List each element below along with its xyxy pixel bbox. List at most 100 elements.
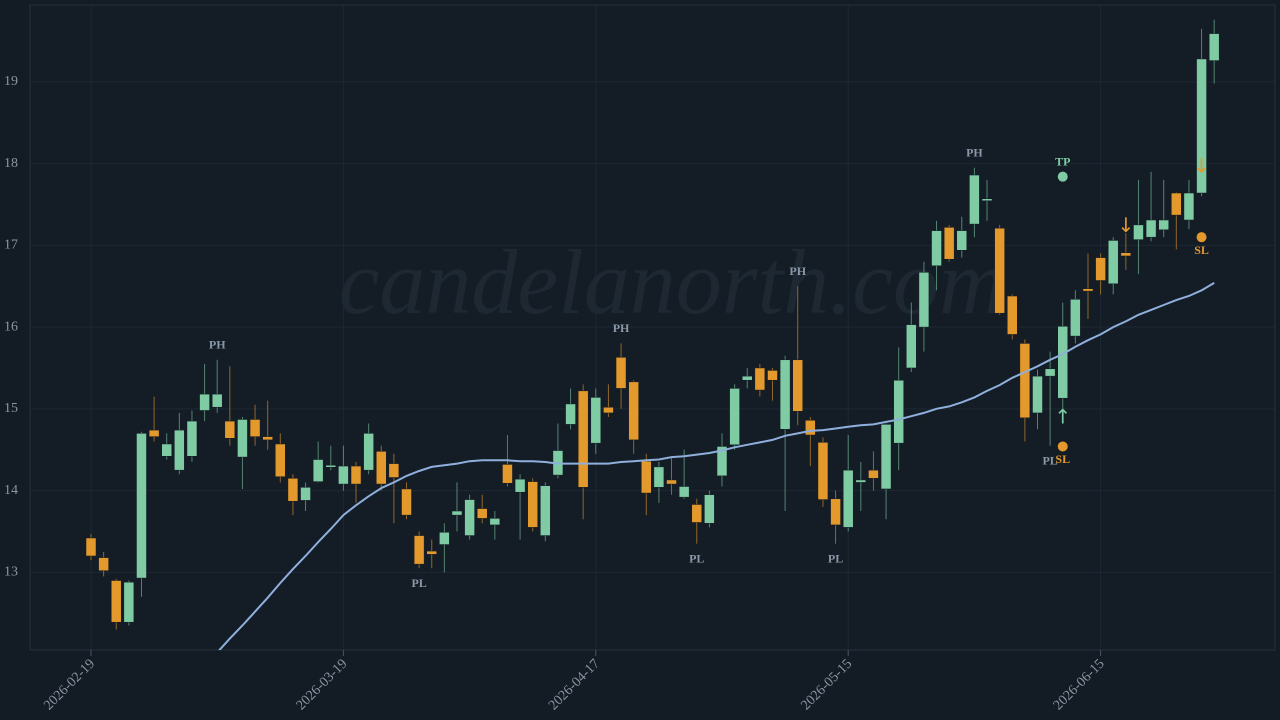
candle-body [1032,375,1043,414]
x-tick-label: 2026-05-15 [799,656,856,713]
candle-body [98,557,109,571]
candle-body [350,465,362,485]
candle-body [123,581,135,623]
moving-average [218,282,1215,650]
level-marker [1196,232,1207,243]
candle-body [502,464,513,484]
pivot-label: PL [689,551,704,565]
candle-body [401,488,412,516]
candle-body [1120,252,1132,257]
candle-body [464,499,475,536]
candle-body [969,174,980,225]
candle-body [439,532,450,545]
y-tick-label: 15 [4,401,18,416]
candle-body [956,230,968,251]
y-tick-label: 18 [4,156,18,171]
candle-body [741,375,753,381]
candle-body [275,443,286,477]
candle-body [1019,343,1031,419]
candle-body [855,479,867,483]
signal-arrow: ↓ [1193,154,1210,178]
candle-body [174,429,185,471]
candle-body [779,359,791,430]
candle-body [754,367,766,391]
candle-body [1208,33,1220,61]
candle-body [325,464,337,468]
x-tick-label: 2026-04-17 [546,656,603,713]
level-label: SL [1194,243,1209,257]
candle-body [199,393,210,411]
candle-body [338,465,349,485]
x-tick-label: 2026-02-19 [41,656,98,713]
candle-body [1183,192,1195,221]
candle-body [666,479,677,485]
candle-body [565,403,576,425]
candle-body [237,419,248,458]
candle-body [1057,326,1068,399]
candle-body [85,537,97,557]
candle-body [224,420,236,439]
candle-body [792,359,803,412]
candle-body [300,487,311,501]
level-marker [1057,171,1068,182]
watermark: candelanorth.com [339,231,1006,333]
pivot-label: PL [411,576,426,590]
candle-body [110,580,122,623]
candle-body [388,463,400,478]
candle-body [704,494,715,524]
candle-body [716,446,728,477]
candle-body [615,357,627,389]
pivot-label: PH [209,338,226,352]
candle-body [363,433,374,471]
candle-body [906,324,917,369]
candle-body [287,478,299,502]
candle-body [868,469,879,479]
candle-body [262,436,273,441]
candle-body [590,397,602,444]
candle-body [994,227,1005,314]
signal-arrow: ↓ [1117,213,1134,237]
level-label: TP [1055,154,1070,168]
candle-body [136,433,147,579]
candle-body [1133,224,1144,240]
candle-body [413,535,425,565]
candle-body [1082,288,1094,292]
candle-body [981,198,993,201]
pivot-label: PL [828,551,843,565]
y-tick-label: 16 [4,319,18,334]
candle-body [842,469,854,528]
candle-body [186,420,198,457]
candle-body [148,429,160,437]
candle-body [817,442,829,500]
candle-body [603,406,614,414]
y-tick-label: 14 [4,483,18,498]
candle-body [1196,58,1207,194]
candle-body [805,420,816,436]
candle-body [691,504,703,523]
candle-body [653,466,665,488]
candle-body [1044,368,1056,377]
candle-body [451,510,463,516]
level-label: SL [1055,452,1070,466]
x-tick-label: 2026-03-19 [294,656,351,713]
candle-body [161,443,172,457]
y-tick-label: 17 [4,238,18,253]
candle-body [628,381,639,441]
candle-body [893,379,904,444]
candle-body [880,424,892,490]
candle-body [830,498,841,526]
candle-body [249,419,261,437]
candle-body [729,388,740,446]
pivot-label: PH [613,321,630,335]
x-tick-label: 2026-06-15 [1051,656,1108,713]
candle-body [476,508,488,519]
candle-body [211,393,223,408]
pivot-label: PH [789,264,806,278]
y-tick-label: 13 [4,565,18,580]
level-marker [1057,441,1068,452]
candle-body [527,481,538,528]
candle-body [376,451,387,485]
candle-body [540,485,551,536]
pivot-label: PH [966,145,983,159]
